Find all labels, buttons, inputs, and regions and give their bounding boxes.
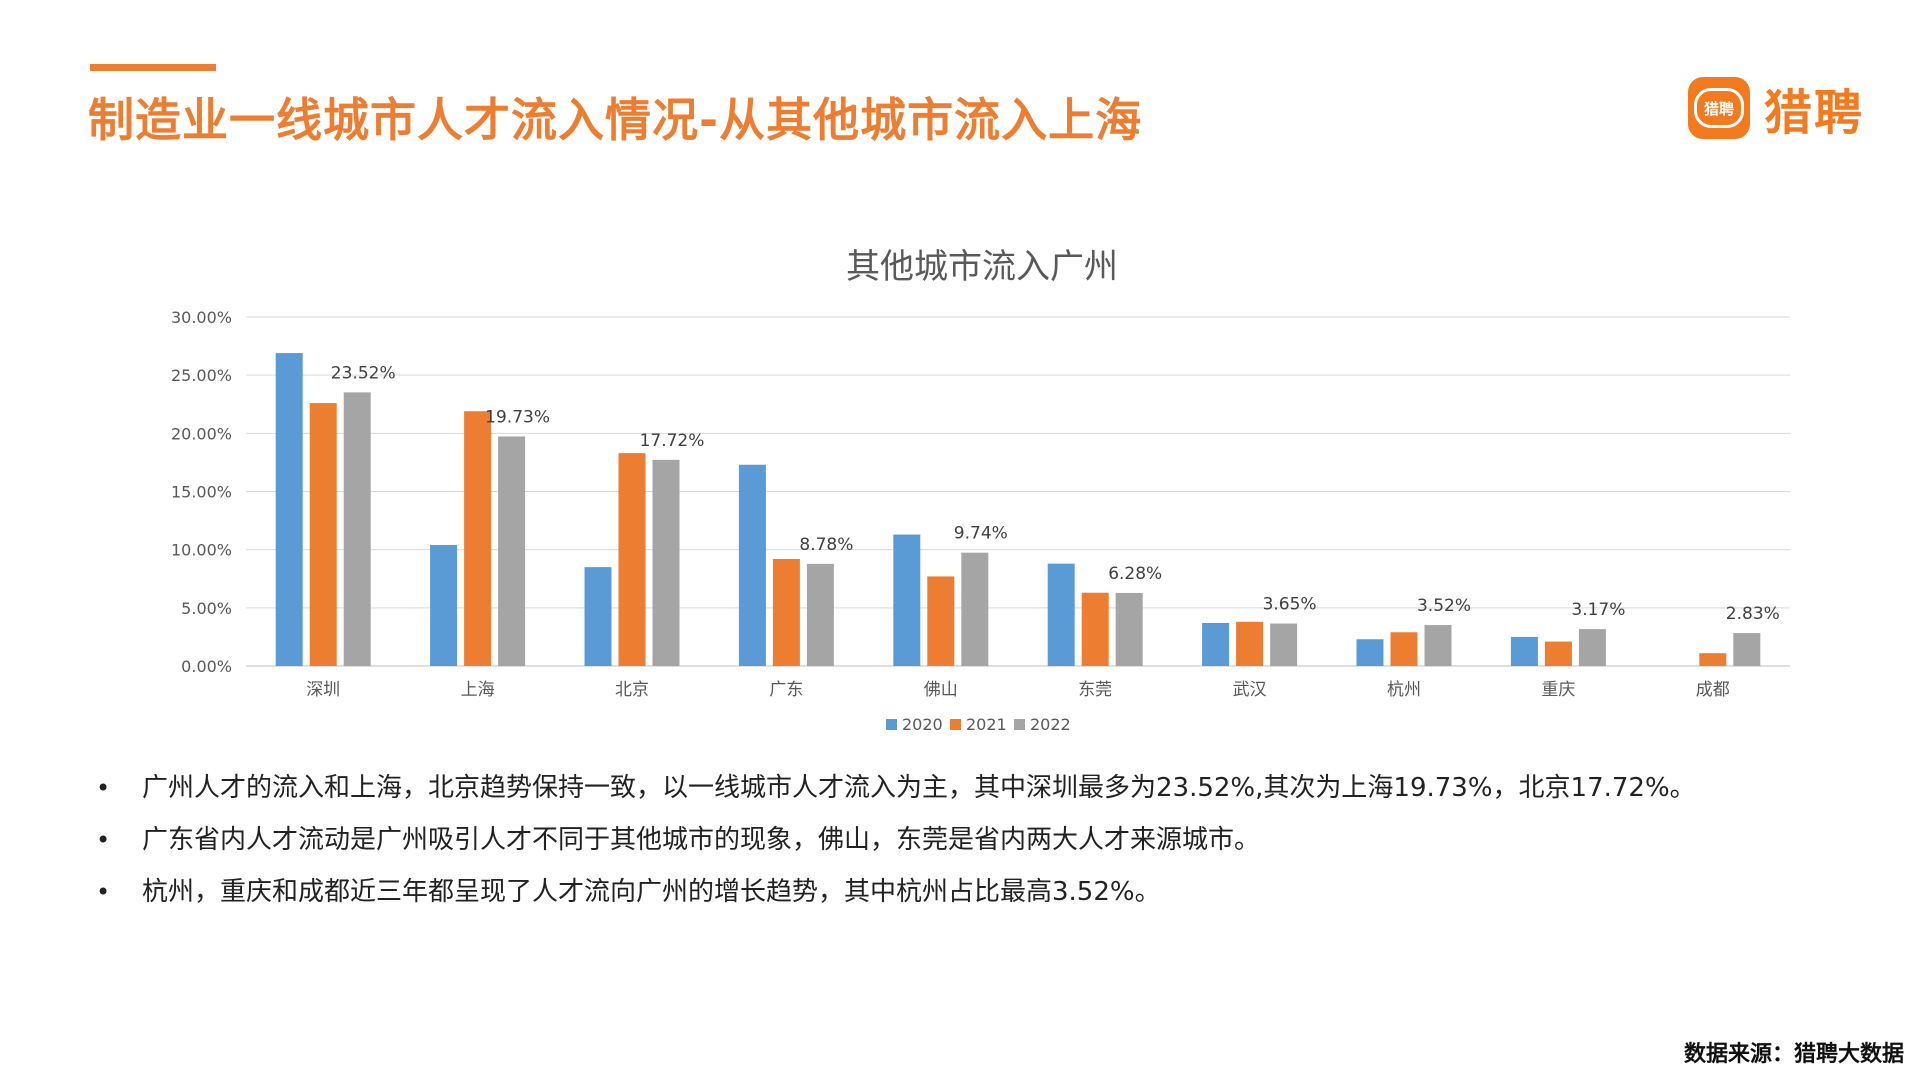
- bars: [275, 353, 1761, 666]
- title-accent-bar: [90, 64, 216, 71]
- bar: [927, 576, 955, 666]
- liepin-logo: 猎聘 猎聘: [1688, 76, 1865, 141]
- data-label: 3.52%: [1417, 596, 1471, 616]
- legend-label[interactable]: 2021: [966, 715, 1007, 734]
- bar: [1081, 592, 1109, 666]
- bar: [309, 403, 337, 666]
- bar: [1236, 621, 1264, 666]
- bar: [1202, 622, 1230, 666]
- bar: [1356, 639, 1384, 666]
- bar: [1047, 563, 1075, 666]
- bar: [1424, 625, 1452, 666]
- bar: [584, 567, 612, 666]
- bar: [1544, 641, 1572, 666]
- bullet-text: 广州人才的流入和上海，北京趋势保持一致，以一线城市人才流入为主，其中深圳最多为2…: [142, 773, 1696, 803]
- bar: [464, 411, 492, 666]
- x-tick-label: 东莞: [1078, 680, 1112, 700]
- legend-swatch[interactable]: [1014, 719, 1025, 730]
- chart-title: 其他城市流入广州: [846, 247, 1118, 287]
- data-label: 3.65%: [1263, 595, 1317, 615]
- data-label: 6.28%: [1108, 564, 1162, 584]
- y-tick-label: 10.00%: [171, 541, 232, 560]
- bullet-marker: •: [96, 774, 111, 802]
- bar: [1578, 629, 1606, 666]
- x-axis-ticks: 深圳 上海 北京 广东 佛山 东莞 武汉 杭州 重庆 成都: [306, 680, 1730, 700]
- bullet-marker: •: [96, 878, 111, 906]
- bullet-text: 广东省内人才流动是广州吸引人才不同于其他城市的现象，佛山，东莞是省内两大人才来源…: [142, 825, 1261, 855]
- page-title: 制造业一线城市人才流入情况-从其他城市流入上海: [88, 93, 1143, 147]
- data-source: 数据来源：猎聘大数据: [1683, 1041, 1904, 1067]
- bar-chart: 其他城市流入广州 0.00% 5.00% 10.00% 15.00% 20.00% 25.…: [171, 247, 1790, 734]
- legend[interactable]: 2020 2021 2022: [886, 715, 1071, 734]
- legend-label[interactable]: 2022: [1030, 715, 1071, 734]
- bar: [893, 534, 921, 666]
- bar: [498, 436, 526, 666]
- y-tick-label: 0.00%: [181, 657, 232, 676]
- logo-badge-icon: 猎聘: [1688, 77, 1750, 139]
- data-label: 23.52%: [331, 363, 396, 383]
- x-tick-label: 武汉: [1233, 680, 1267, 700]
- bullet-marker: •: [96, 826, 111, 854]
- data-labels: 23.52% 19.73% 17.72% 8.78% 9.74% 6.28% 3.65% 3.…: [331, 363, 1780, 624]
- y-tick-label: 20.00%: [171, 424, 232, 443]
- x-tick-label: 佛山: [924, 680, 958, 700]
- data-label: 3.17%: [1571, 600, 1625, 620]
- bullet-item: • 杭州，重庆和成都近三年都呈现了人才流向广州的增长趋势，其中杭州占比最高3.52…: [96, 872, 1896, 924]
- y-tick-label: 5.00%: [181, 599, 232, 618]
- y-tick-label: 15.00%: [171, 483, 232, 502]
- legend-label[interactable]: 2020: [902, 715, 943, 734]
- bar: [738, 464, 766, 666]
- bullet-list: • 广州人才的流入和上海，北京趋势保持一致，以一线城市人才流入为主，其中深圳最多为…: [96, 768, 1896, 924]
- data-label: 2.83%: [1726, 604, 1780, 624]
- bar: [618, 453, 646, 666]
- bar: [652, 459, 680, 666]
- data-label: 19.73%: [485, 407, 550, 427]
- bar: [1733, 633, 1761, 666]
- bar: [806, 563, 834, 666]
- bar: [772, 558, 800, 666]
- y-axis-ticks: 0.00% 5.00% 10.00% 15.00% 20.00% 25.00% 30.00%: [171, 308, 232, 676]
- bar: [1390, 632, 1418, 666]
- logo-text: 猎聘: [1764, 85, 1865, 141]
- x-tick-label: 成都: [1696, 680, 1730, 700]
- bar: [343, 392, 371, 666]
- x-tick-label: 深圳: [306, 680, 340, 700]
- bullet-text: 杭州，重庆和成都近三年都呈现了人才流向广州的增长趋势，其中杭州占比最高3.52%…: [142, 877, 1161, 907]
- x-tick-label: 杭州: [1387, 680, 1421, 700]
- bar: [1510, 636, 1538, 666]
- data-label: 8.78%: [799, 535, 853, 555]
- bullet-item: • 广州人才的流入和上海，北京趋势保持一致，以一线城市人才流入为主，其中深圳最多为…: [96, 768, 1896, 820]
- bar: [275, 353, 303, 666]
- y-tick-label: 30.00%: [171, 308, 232, 327]
- bullet-item: • 广东省内人才流动是广州吸引人才不同于其他城市的现象，佛山，东莞是省内两大人才来…: [96, 820, 1896, 872]
- bar: [430, 545, 458, 666]
- data-label: 9.74%: [954, 524, 1008, 544]
- bar: [1115, 592, 1143, 666]
- x-tick-label: 重庆: [1541, 680, 1575, 700]
- bar: [961, 552, 989, 666]
- legend-swatch[interactable]: [886, 719, 897, 730]
- legend-swatch[interactable]: [950, 719, 961, 730]
- bar: [1270, 623, 1298, 666]
- data-label: 17.72%: [640, 431, 705, 451]
- x-tick-label: 北京: [615, 680, 649, 700]
- bar: [1699, 653, 1727, 666]
- y-tick-label: 25.00%: [171, 366, 232, 385]
- x-tick-label: 上海: [461, 680, 495, 700]
- x-tick-label: 广东: [769, 680, 803, 700]
- logo-badge-text: 猎聘: [1694, 88, 1744, 128]
